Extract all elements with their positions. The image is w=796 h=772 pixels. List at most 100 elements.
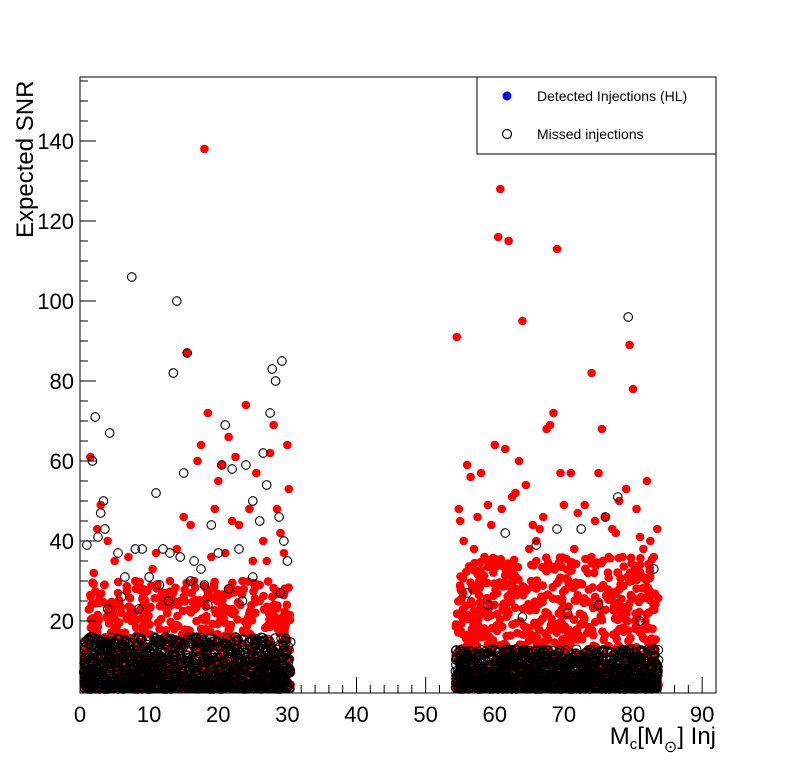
detected-point xyxy=(89,568,99,578)
missed-point xyxy=(161,668,172,679)
missed-point xyxy=(213,548,224,558)
missed-point xyxy=(450,682,461,693)
missed-point xyxy=(237,596,248,606)
missed-point xyxy=(115,641,126,652)
x-axis-title: Mc[M⊙] Inj xyxy=(610,723,716,756)
missed-point xyxy=(500,682,510,693)
missed-point xyxy=(282,556,293,566)
missed-point xyxy=(113,548,123,558)
detected-point xyxy=(175,596,185,606)
missed-point xyxy=(535,645,545,656)
missed-point xyxy=(97,651,108,661)
detected-point xyxy=(455,516,465,526)
missed-point xyxy=(499,658,510,669)
missed-point xyxy=(163,596,174,606)
x-tick-label: 90 xyxy=(690,702,714,727)
detected-point xyxy=(462,460,472,470)
missed-point xyxy=(166,634,177,645)
missed-point xyxy=(245,653,256,664)
detected-point xyxy=(89,579,98,589)
detected-point xyxy=(217,460,226,470)
missed-point xyxy=(646,678,656,689)
x-tick-label: 60 xyxy=(483,702,507,727)
missed-point xyxy=(270,633,280,643)
missed-point xyxy=(504,644,515,655)
detected-point xyxy=(552,244,562,254)
detected-point xyxy=(570,544,579,554)
missed-point xyxy=(247,496,258,506)
missed-point xyxy=(555,678,566,689)
missed-point xyxy=(130,652,141,663)
missed-point xyxy=(222,673,232,684)
missed-point xyxy=(97,664,108,674)
detected-point xyxy=(265,448,275,458)
detected-point xyxy=(513,628,522,638)
detected-point xyxy=(124,552,133,562)
detected-point xyxy=(99,580,109,590)
missed-point xyxy=(199,580,210,590)
detected-point xyxy=(484,632,494,641)
detected-point xyxy=(587,368,596,378)
detected-point xyxy=(590,617,600,627)
missed-point xyxy=(191,644,202,654)
detected-point xyxy=(190,583,200,592)
missed-point xyxy=(500,528,511,538)
detected-point xyxy=(558,553,567,562)
detected-point xyxy=(461,601,470,611)
missed-point xyxy=(613,672,624,683)
detected-point xyxy=(509,555,519,565)
detected-point xyxy=(192,616,201,626)
detected-point xyxy=(489,591,498,601)
detected-point xyxy=(598,580,608,590)
detected-point xyxy=(151,548,161,558)
detected-point xyxy=(489,579,499,588)
missed-point xyxy=(120,572,130,582)
detected-point xyxy=(279,548,289,558)
detected-point xyxy=(521,480,531,490)
missed-point xyxy=(545,660,556,671)
detected-point xyxy=(518,604,528,614)
detected-point xyxy=(537,592,546,602)
missed-point xyxy=(118,677,129,687)
missed-point xyxy=(590,656,601,667)
missed-point xyxy=(593,600,604,610)
detected-point xyxy=(110,625,119,634)
missed-point xyxy=(598,644,609,655)
detected-point xyxy=(210,504,220,514)
missed-point xyxy=(171,296,182,306)
detected-point xyxy=(506,631,515,640)
y-tick-label: 100 xyxy=(37,289,74,314)
missed-point xyxy=(649,656,660,667)
detected-point xyxy=(611,528,621,538)
detected-point xyxy=(549,408,558,418)
missed-point xyxy=(548,682,558,693)
x-tick-label: 70 xyxy=(552,702,576,727)
detected-point xyxy=(572,580,582,589)
missed-point xyxy=(241,460,251,470)
detected-point xyxy=(462,567,471,577)
missed-point xyxy=(532,681,543,691)
missed-point xyxy=(274,669,284,680)
missed-point xyxy=(154,580,165,590)
missed-point xyxy=(227,645,238,656)
missed-point xyxy=(102,663,112,674)
missed-point xyxy=(619,670,630,681)
detected-point xyxy=(110,556,119,566)
detected-point xyxy=(646,536,655,546)
detected-point xyxy=(548,582,557,592)
x-tick-label: 50 xyxy=(413,702,437,727)
detected-point xyxy=(122,587,132,596)
missed-point xyxy=(650,650,660,661)
detected-point xyxy=(640,583,650,593)
detected-point xyxy=(96,500,105,510)
detected-point xyxy=(182,348,192,358)
missed-point xyxy=(280,633,291,644)
missed-point xyxy=(252,648,263,659)
detected-point xyxy=(193,456,202,466)
missed-point xyxy=(256,679,267,690)
detected-point xyxy=(497,504,507,514)
missed-point xyxy=(171,637,181,647)
missed-point xyxy=(120,666,131,677)
detected-point xyxy=(496,554,506,564)
